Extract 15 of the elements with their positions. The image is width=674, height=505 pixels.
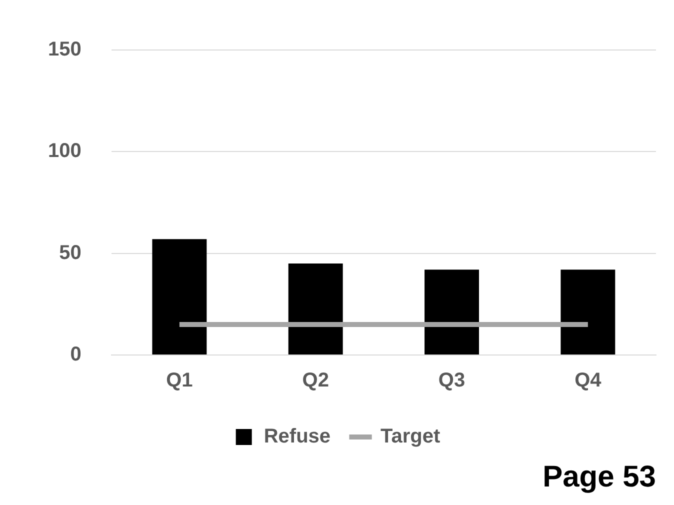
- x-tick-label: Q2: [302, 370, 329, 392]
- y-tick-label: 100: [48, 140, 82, 162]
- bar: [424, 270, 479, 354]
- x-tick-label: Q1: [166, 370, 193, 392]
- x-tick-label: Q3: [438, 370, 466, 392]
- y-tick-label: 50: [59, 242, 82, 264]
- y-tick-label: 0: [70, 344, 82, 366]
- bar: [152, 239, 207, 354]
- legend-label: Refuse: [264, 426, 331, 448]
- text: Page 53: [542, 460, 656, 494]
- x-tick-label: Q4: [574, 370, 602, 392]
- bar: [560, 270, 616, 354]
- y-tick-label: 150: [48, 38, 82, 61]
- legend-label: Target: [380, 426, 441, 448]
- bar: [288, 264, 343, 354]
